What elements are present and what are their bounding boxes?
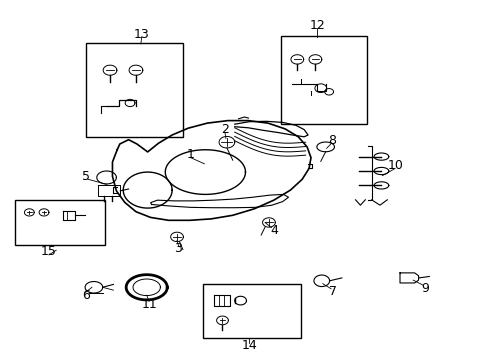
Text: 11: 11 xyxy=(141,298,157,311)
Text: 9: 9 xyxy=(421,282,428,294)
Text: 8: 8 xyxy=(328,134,336,147)
Text: 13: 13 xyxy=(134,28,149,41)
Text: 3: 3 xyxy=(174,242,182,255)
Text: 15: 15 xyxy=(41,246,57,258)
Bar xyxy=(85,43,183,137)
Bar xyxy=(203,284,300,338)
Text: 5: 5 xyxy=(81,170,89,183)
Text: 6: 6 xyxy=(81,289,89,302)
Text: 12: 12 xyxy=(309,19,325,32)
Text: 2: 2 xyxy=(221,123,228,136)
Bar xyxy=(281,36,366,124)
Text: 4: 4 xyxy=(269,224,277,237)
Text: 10: 10 xyxy=(387,159,403,172)
Text: 1: 1 xyxy=(186,148,194,161)
Text: 14: 14 xyxy=(241,339,257,352)
Bar xyxy=(15,200,105,245)
Text: 7: 7 xyxy=(328,285,336,298)
